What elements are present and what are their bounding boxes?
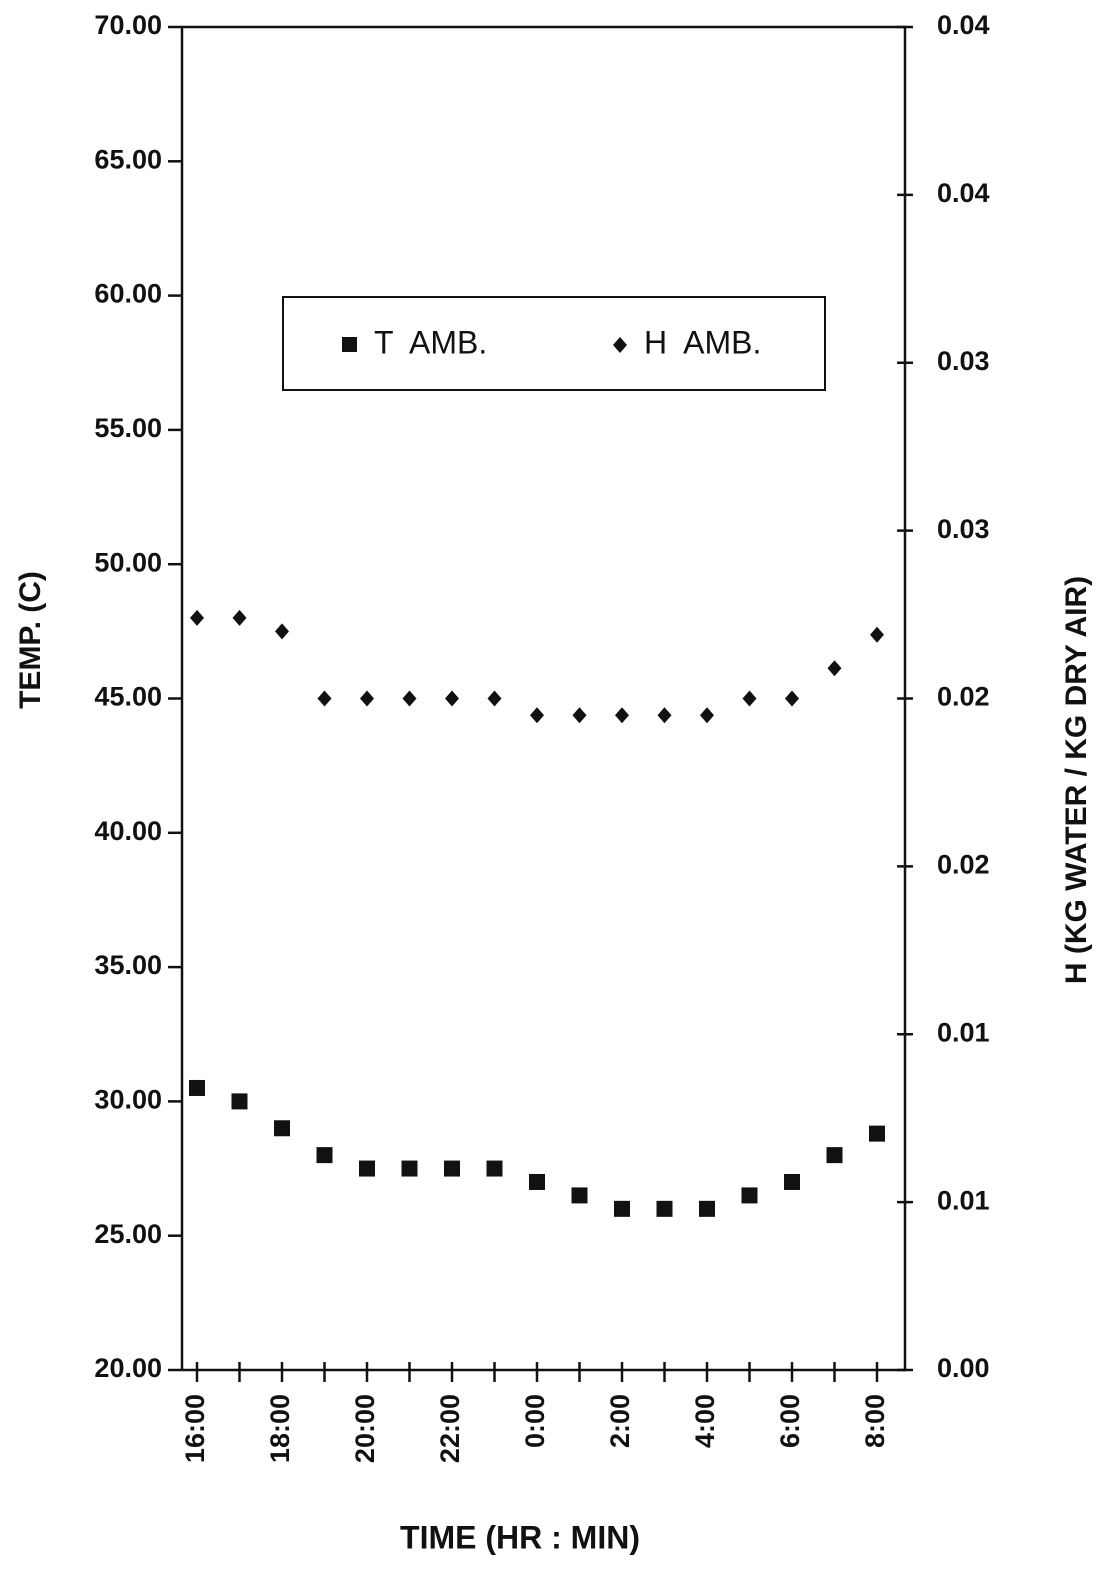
point bbox=[359, 1160, 375, 1177]
y-tick-label: 35.00 bbox=[94, 950, 162, 980]
point bbox=[317, 690, 332, 707]
point bbox=[572, 707, 587, 724]
point bbox=[614, 1200, 630, 1217]
point bbox=[742, 690, 757, 707]
y2-tick-label: 0.01 bbox=[937, 1185, 990, 1215]
x-axis-label: TIME (HR : MIN) bbox=[400, 1519, 640, 1555]
y2-tick-label: 0.01 bbox=[937, 1017, 990, 1047]
point bbox=[232, 609, 247, 626]
point bbox=[827, 660, 842, 677]
point bbox=[189, 1079, 205, 1096]
y-tick-label: 50.00 bbox=[94, 547, 162, 577]
point bbox=[486, 1160, 503, 1177]
point bbox=[784, 1173, 800, 1190]
point bbox=[190, 609, 204, 626]
point bbox=[869, 1125, 885, 1142]
x-tick-label: 8:00 bbox=[860, 1394, 890, 1448]
y2-axis-label: H (KG WATER / KG DRY AIR) bbox=[1060, 576, 1093, 984]
y-tick-label: 70.00 bbox=[94, 10, 162, 40]
y-tick-label: 40.00 bbox=[94, 816, 162, 846]
point bbox=[785, 690, 799, 707]
y2-tick-label: 0.03 bbox=[937, 346, 990, 376]
point bbox=[487, 690, 502, 707]
y2-tick-label: 0.04 bbox=[937, 178, 990, 208]
point bbox=[275, 623, 289, 640]
y2-tick-label: 0.03 bbox=[937, 514, 990, 544]
point bbox=[529, 1173, 545, 1190]
y2-tick-label: 0.00 bbox=[937, 1353, 990, 1383]
y-tick-label: 25.00 bbox=[94, 1219, 162, 1249]
y-tick-label: 20.00 bbox=[94, 1353, 162, 1383]
x-tick-label: 22:00 bbox=[435, 1394, 465, 1463]
y2-tick-label: 0.02 bbox=[937, 682, 990, 712]
point bbox=[445, 690, 459, 707]
point bbox=[657, 707, 672, 724]
point bbox=[700, 707, 714, 724]
y-tick-label: 30.00 bbox=[94, 1085, 162, 1115]
y-tick-label: 65.00 bbox=[94, 144, 162, 174]
point bbox=[444, 1160, 460, 1177]
point bbox=[530, 707, 544, 724]
legend-label: H AMB. bbox=[644, 324, 761, 360]
point bbox=[316, 1147, 333, 1164]
x-tick-label: 6:00 bbox=[775, 1394, 805, 1448]
x-tick-label: 0:00 bbox=[520, 1394, 550, 1448]
point bbox=[656, 1200, 673, 1217]
y-tick-label: 45.00 bbox=[94, 682, 162, 712]
point bbox=[274, 1120, 290, 1137]
point bbox=[231, 1093, 248, 1110]
point bbox=[615, 707, 629, 724]
legend-marker bbox=[613, 337, 627, 353]
x-tick-label: 4:00 bbox=[690, 1394, 720, 1448]
legend-marker bbox=[342, 337, 357, 352]
point bbox=[402, 690, 417, 707]
point bbox=[699, 1200, 715, 1217]
x-tick-label: 2:00 bbox=[605, 1394, 635, 1448]
x-tick-label: 20:00 bbox=[350, 1394, 380, 1463]
point bbox=[360, 690, 374, 707]
x-tick-label: 18:00 bbox=[265, 1394, 295, 1463]
point bbox=[401, 1160, 418, 1177]
point bbox=[571, 1187, 588, 1204]
point bbox=[741, 1187, 758, 1204]
x-tick-label: 16:00 bbox=[180, 1394, 210, 1463]
y2-tick-label: 0.02 bbox=[937, 850, 990, 880]
point bbox=[826, 1147, 843, 1164]
y-tick-label: 55.00 bbox=[94, 413, 162, 443]
y-axis-label: TEMP. (C) bbox=[14, 571, 47, 709]
y-tick-label: 60.00 bbox=[94, 279, 162, 309]
y2-tick-label: 0.04 bbox=[937, 10, 990, 40]
legend-label: T AMB. bbox=[374, 324, 487, 360]
legend-box bbox=[282, 296, 826, 391]
point bbox=[870, 626, 884, 643]
